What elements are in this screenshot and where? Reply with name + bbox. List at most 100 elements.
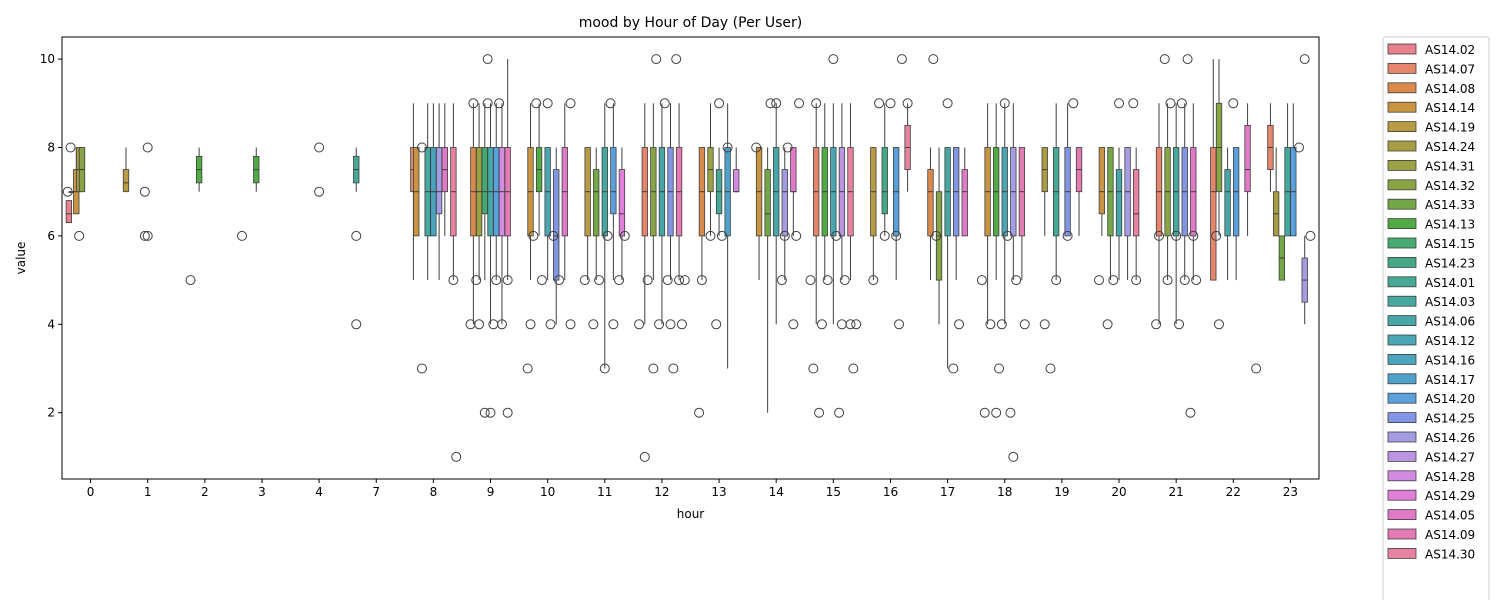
box <box>1115 147 1123 281</box>
box-body <box>65 200 73 224</box>
outlier-point <box>765 98 776 109</box>
legend-swatch <box>1387 179 1417 191</box>
legend-item: AS14.33 <box>1387 198 1475 212</box>
outlier-point <box>816 319 827 330</box>
legend-swatch <box>1387 489 1417 501</box>
box <box>1233 147 1240 281</box>
y-tick-label: 8 <box>47 141 55 155</box>
outlier-point <box>654 319 665 330</box>
outlier-point <box>351 230 362 241</box>
outlier-point <box>1008 451 1019 462</box>
box <box>430 103 437 237</box>
outlier-point <box>602 230 613 241</box>
legend-item: AS14.31 <box>1387 159 1475 173</box>
outlier-point <box>805 275 816 286</box>
legend-swatch <box>1387 237 1417 249</box>
box <box>553 147 560 325</box>
outlier-point <box>996 319 1007 330</box>
legend-swatch <box>1387 276 1417 288</box>
legend-item: AS14.29 <box>1387 489 1475 503</box>
outlier-point <box>928 54 939 65</box>
box <box>1124 147 1131 281</box>
outlier-point <box>525 319 536 330</box>
box <box>781 147 788 281</box>
x-tick-label: 13 <box>711 485 726 499</box>
outlier-point <box>482 98 493 109</box>
outlier-point <box>139 230 150 241</box>
outlier-point <box>674 275 685 286</box>
outlier-point <box>1228 98 1239 109</box>
box <box>1155 103 1163 325</box>
y-axis: 2 4 6 8 10 <box>40 52 62 420</box>
outlier-point <box>548 230 559 241</box>
outlier-point <box>482 54 493 65</box>
legend-swatch <box>1387 373 1417 385</box>
outlier-point <box>1011 275 1022 286</box>
box-body <box>435 147 443 215</box>
box <box>1272 147 1280 237</box>
outlier-point <box>902 98 913 109</box>
outlier-point <box>619 230 630 241</box>
outlier-point <box>791 230 802 241</box>
box <box>944 147 951 369</box>
outlier-point <box>1174 319 1185 330</box>
legend-label: AS14.29 <box>1425 489 1475 503</box>
outlier-point <box>694 407 705 418</box>
outlier-point <box>351 319 362 330</box>
box <box>1290 103 1297 237</box>
legend-label: AS14.16 <box>1425 353 1475 367</box>
box <box>498 103 506 325</box>
box <box>195 147 203 192</box>
box <box>1215 59 1223 236</box>
legend-item: AS14.20 <box>1387 392 1475 406</box>
legend-label: AS14.30 <box>1425 547 1475 561</box>
box <box>1053 103 1060 281</box>
legend-swatch <box>1387 295 1417 307</box>
outlier-point <box>502 275 513 286</box>
box <box>675 103 683 281</box>
box <box>1284 103 1291 237</box>
x-tick-label: 19 <box>1054 485 1069 499</box>
outlier-point <box>542 98 553 109</box>
outlier-point <box>662 275 673 286</box>
outlier-point <box>545 319 556 330</box>
x-tick-label: 23 <box>1283 485 1298 499</box>
legend-item: AS14.06 <box>1387 315 1475 329</box>
outlier-point <box>522 363 533 374</box>
box <box>527 103 534 281</box>
box <box>715 147 723 236</box>
outlier-point <box>1171 230 1182 241</box>
box <box>561 103 568 281</box>
outlier-point <box>579 275 590 286</box>
box <box>755 147 763 281</box>
outlier-point <box>714 98 725 109</box>
box <box>253 147 260 192</box>
box-body <box>733 169 740 193</box>
legend-label: AS14.27 <box>1425 450 1475 464</box>
outlier-point <box>668 363 679 374</box>
outlier-point <box>676 319 687 330</box>
outlier-point <box>528 230 539 241</box>
box <box>870 147 877 281</box>
box <box>1107 147 1114 281</box>
outlier-point <box>711 319 722 330</box>
outlier-point <box>716 230 727 241</box>
outlier-point <box>1128 98 1139 109</box>
outlier-point <box>599 363 610 374</box>
legend-label: AS14.03 <box>1425 295 1475 309</box>
outlier-point <box>985 319 996 330</box>
outlier-point <box>1005 407 1016 418</box>
outlier-point <box>471 275 482 286</box>
outlier-point <box>416 142 427 153</box>
box <box>601 103 608 369</box>
outlier-point <box>776 275 787 286</box>
box <box>493 103 500 281</box>
legend-label: AS14.12 <box>1425 334 1475 348</box>
outlier-point <box>822 275 833 286</box>
box <box>584 147 591 281</box>
outlier-point <box>451 451 462 462</box>
box <box>1075 147 1083 236</box>
legend-label: AS14.08 <box>1425 82 1475 96</box>
outlier-point <box>614 275 625 286</box>
outlier-point <box>1191 275 1202 286</box>
